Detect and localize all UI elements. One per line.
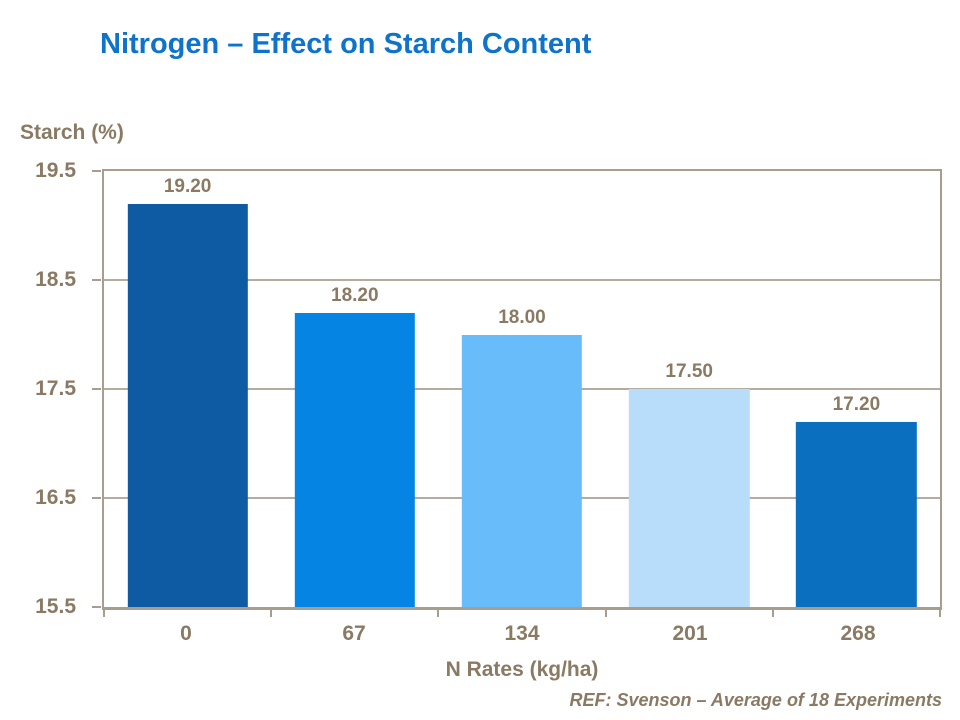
y-tick-mark xyxy=(92,388,101,390)
x-tick-mark xyxy=(604,610,607,617)
reference-footnote: REF: Svenson – Average of 18 Experiments xyxy=(569,690,942,710)
x-tick-label: 67 xyxy=(342,622,366,645)
bar-value-label: 17.20 xyxy=(832,393,881,415)
y-tick-label: 18.5 xyxy=(35,268,76,291)
y-tick-label: 17.5 xyxy=(35,377,76,400)
bar-cell: 19.20 xyxy=(104,171,271,607)
y-axis-labels: 19.5 18.5 17.5 16.5 15.5 xyxy=(0,160,90,618)
x-tick-label: 134 xyxy=(504,622,540,645)
y-tick-label: 16.5 xyxy=(35,486,76,509)
x-tick-mark xyxy=(270,610,273,617)
y-tick-mark xyxy=(92,497,101,499)
bar-value-label: 19.20 xyxy=(163,175,212,197)
x-tick-mark xyxy=(939,610,941,617)
y-tick-mark xyxy=(92,606,101,608)
x-tick-mark xyxy=(103,610,105,617)
chart-title: Nitrogen – Effect on Starch Content xyxy=(100,28,592,60)
bar-cell: 17.20 xyxy=(773,171,940,607)
bar xyxy=(127,203,248,607)
bar-value-label: 18.00 xyxy=(498,306,546,328)
y-tick-mark xyxy=(92,279,101,281)
bar-value-label: 17.50 xyxy=(665,361,713,382)
x-tick-label: 268 xyxy=(840,622,876,645)
gridline xyxy=(104,279,940,281)
bar-cell: 18.00 xyxy=(438,171,605,607)
plot-area: 19.20 18.20 18.00 17.50 17.20 xyxy=(92,169,942,617)
x-tick-mark xyxy=(771,610,774,617)
bar xyxy=(461,334,583,607)
bar xyxy=(629,389,750,607)
bar-cell: 17.50 xyxy=(606,171,773,607)
y-axis-title: Starch (%) xyxy=(20,121,124,144)
bar xyxy=(796,421,917,607)
x-axis-labels: 0 67 134 201 268 xyxy=(102,622,942,646)
x-tick-label: 0 xyxy=(180,622,192,645)
y-tick-mark xyxy=(92,170,101,172)
bar xyxy=(294,312,415,607)
y-tick-label: 15.5 xyxy=(35,595,76,618)
bar-cell: 18.20 xyxy=(271,171,438,607)
x-tick-mark xyxy=(437,610,440,617)
bar-value-label: 18.20 xyxy=(331,284,379,306)
y-tick-label: 19.5 xyxy=(35,159,76,182)
x-axis-title: N Rates (kg/ha) xyxy=(445,658,599,681)
x-tick-label: 201 xyxy=(672,622,708,645)
